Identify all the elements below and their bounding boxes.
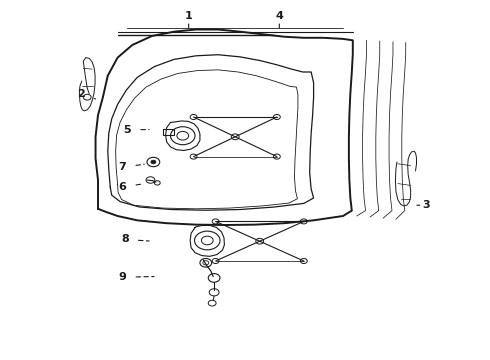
Text: 4: 4	[275, 11, 283, 28]
Text: 3: 3	[417, 200, 430, 210]
Text: 8: 8	[121, 234, 149, 244]
Text: 1: 1	[185, 11, 193, 28]
Text: 9: 9	[119, 272, 154, 282]
Circle shape	[151, 160, 156, 164]
Text: 5: 5	[123, 125, 149, 135]
Text: 7: 7	[119, 162, 144, 172]
Text: 6: 6	[119, 182, 142, 192]
Text: 2: 2	[77, 89, 96, 99]
